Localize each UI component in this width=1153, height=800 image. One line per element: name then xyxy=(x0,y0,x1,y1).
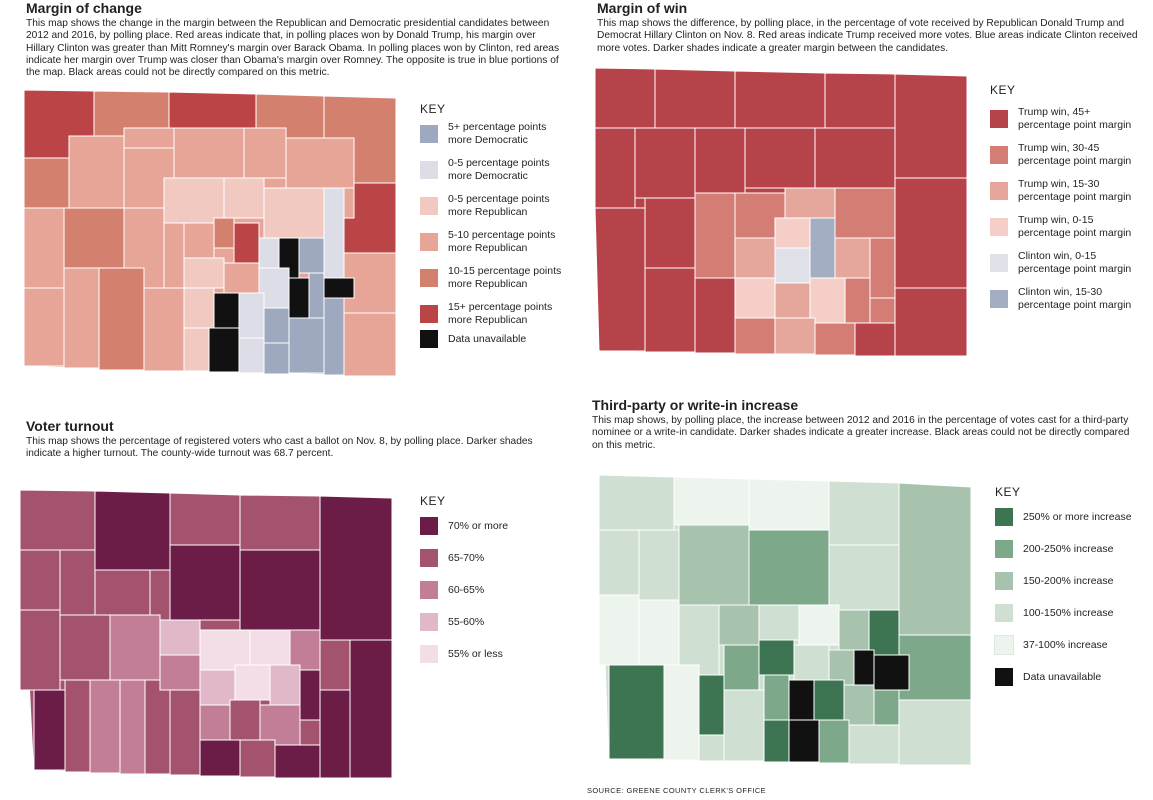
legend-item: 65-70% xyxy=(420,549,484,567)
map-voter-turnout xyxy=(20,490,393,779)
legend-item: 100-150% increase xyxy=(995,604,1113,622)
legend-label: 200-250% increase xyxy=(1023,542,1114,555)
legend-swatch xyxy=(990,289,1008,308)
panel-title: Voter turnout xyxy=(26,418,114,434)
legend-label: 60-65% xyxy=(448,583,485,596)
legend-swatch xyxy=(420,330,438,348)
legend-item: 15+ percentage points more Republican xyxy=(420,301,552,326)
legend-item: 5+ percentage points more Democratic xyxy=(420,121,546,146)
legend-swatch xyxy=(995,540,1013,558)
source-credit: SOURCE: GREENE COUNTY CLERK'S OFFICE xyxy=(587,786,767,795)
legend-swatch xyxy=(990,217,1008,236)
legend-label: 70% or more xyxy=(448,519,509,532)
map-third-party xyxy=(599,475,972,765)
legend-swatch xyxy=(420,124,438,143)
legend-label: Trump win, 15-30 percentage point margin xyxy=(1018,178,1132,203)
legend-label: 15+ percentage points more Republican xyxy=(448,301,553,326)
legend-title: KEY xyxy=(420,102,446,116)
legend-label: 37-100% increase xyxy=(1023,638,1108,651)
legend-swatch xyxy=(995,572,1013,590)
legend-swatch xyxy=(420,160,438,179)
map-margin-of-change xyxy=(24,89,397,377)
legend-label: Clinton win, 0-15 percentage point margin xyxy=(1018,250,1132,275)
legend-item: 0-5 percentage points more Democratic xyxy=(420,157,550,182)
legend-swatch xyxy=(990,145,1008,164)
panel-title: Third-party or write-in increase xyxy=(592,397,799,413)
legend-swatch xyxy=(420,232,438,251)
legend-label: 0-5 percentage points more Democratic xyxy=(448,157,550,182)
legend-swatch xyxy=(420,581,438,599)
legend-label: 150-200% increase xyxy=(1023,574,1114,587)
legend-item: 70% or more xyxy=(420,517,508,535)
legend-item: 200-250% increase xyxy=(995,540,1113,558)
legend-swatch xyxy=(990,181,1008,200)
legend-item: 150-200% increase xyxy=(995,572,1113,590)
legend-item: 55-60% xyxy=(420,613,484,631)
legend-item: Trump win, 30-45 percentage point margin xyxy=(990,142,1131,167)
legend-swatch xyxy=(995,508,1013,526)
panel-third-party: Third-party or write-in increase This ma… xyxy=(592,397,1142,452)
legend-swatch xyxy=(420,613,438,631)
legend-label: 0-5 percentage points more Republican xyxy=(448,193,550,218)
legend-label: Trump win, 0-15 percentage point margin xyxy=(1018,214,1132,239)
legend-swatch xyxy=(990,253,1008,272)
legend-swatch xyxy=(420,268,438,287)
panel-description: This map shows, by polling place, the in… xyxy=(592,415,1130,451)
legend-swatch xyxy=(995,668,1013,686)
legend-label: 55% or less xyxy=(448,647,503,660)
legend-item: Clinton win, 15-30 percentage point margi… xyxy=(990,286,1131,311)
panel-margin-of-win: Margin of win This map shows the differe… xyxy=(597,0,1142,55)
legend-third-party: KEY 250% or more increase 200-250% incre… xyxy=(994,485,1150,696)
legend-item: 5-10 percentage points more Republican xyxy=(420,229,555,254)
legend-swatch xyxy=(420,549,438,567)
panel-title: Margin of change xyxy=(26,0,142,16)
legend-item: Trump win, 15-30 percentage point margin xyxy=(990,178,1131,203)
map-margin-of-win xyxy=(595,68,968,357)
legend-swatch xyxy=(420,196,438,215)
legend-margin-of-win: KEY Trump win, 45+ percentage point margi… xyxy=(990,84,1150,314)
legend-item: Data unavailable xyxy=(995,668,1101,686)
legend-item: Trump win, 0-15 percentage point margin xyxy=(990,214,1131,239)
legend-swatch xyxy=(420,517,438,535)
legend-title: KEY xyxy=(995,485,1021,499)
legend-label: Trump win, 45+ percentage point margin xyxy=(1018,106,1132,131)
legend-label: 55-60% xyxy=(448,615,485,628)
legend-margin-of-change: KEY 5+ percentage points more Democratic … xyxy=(420,103,580,363)
legend-label: 65-70% xyxy=(448,551,485,564)
legend-title: KEY xyxy=(420,494,446,508)
legend-label: Data unavailable xyxy=(448,332,527,345)
legend-item: 55% or less xyxy=(420,645,503,663)
legend-swatch xyxy=(420,304,438,323)
legend-swatch xyxy=(995,604,1013,622)
legend-item: Clinton win, 0-15 percentage point margin xyxy=(990,250,1131,275)
legend-item: Trump win, 45+ percentage point margin xyxy=(990,106,1131,131)
legend-item: 0-5 percentage points more Republican xyxy=(420,193,550,218)
legend-swatch xyxy=(994,635,1014,655)
legend-item: 250% or more increase xyxy=(995,508,1132,526)
legend-item: 60-65% xyxy=(420,581,484,599)
panel-title: Margin of win xyxy=(597,0,688,16)
legend-label: 5-10 percentage points more Republican xyxy=(448,229,556,254)
legend-label: Trump win, 30-45 percentage point margin xyxy=(1018,142,1132,167)
legend-label: 100-150% increase xyxy=(1023,606,1114,619)
legend-title: KEY xyxy=(990,83,1016,97)
panel-voter-turnout: Voter turnout This map shows the percent… xyxy=(26,418,546,461)
legend-label: 5+ percentage points more Democratic xyxy=(448,121,547,146)
panel-description: This map shows the change in the margin … xyxy=(26,18,560,79)
panel-description: This map shows the difference, by pollin… xyxy=(597,18,1138,54)
legend-swatch xyxy=(420,645,438,663)
legend-label: Data unavailable xyxy=(1023,670,1102,683)
legend-item: 10-15 percentage points more Republican xyxy=(420,265,561,290)
legend-item: 37-100% increase xyxy=(994,635,1108,655)
legend-label: 250% or more increase xyxy=(1023,510,1132,523)
panel-description: This map shows the percentage of registe… xyxy=(26,436,533,460)
legend-voter-turnout: KEY 70% or more 65-70% 60-65% 55-60% 55%… xyxy=(420,495,560,675)
panel-margin-of-change: Margin of change This map shows the chan… xyxy=(26,0,566,79)
legend-swatch xyxy=(990,109,1008,128)
legend-item: Data unavailable xyxy=(420,330,526,348)
legend-label: 10-15 percentage points more Republican xyxy=(448,265,562,290)
legend-label: Clinton win, 15-30 percentage point margi… xyxy=(1018,286,1132,311)
